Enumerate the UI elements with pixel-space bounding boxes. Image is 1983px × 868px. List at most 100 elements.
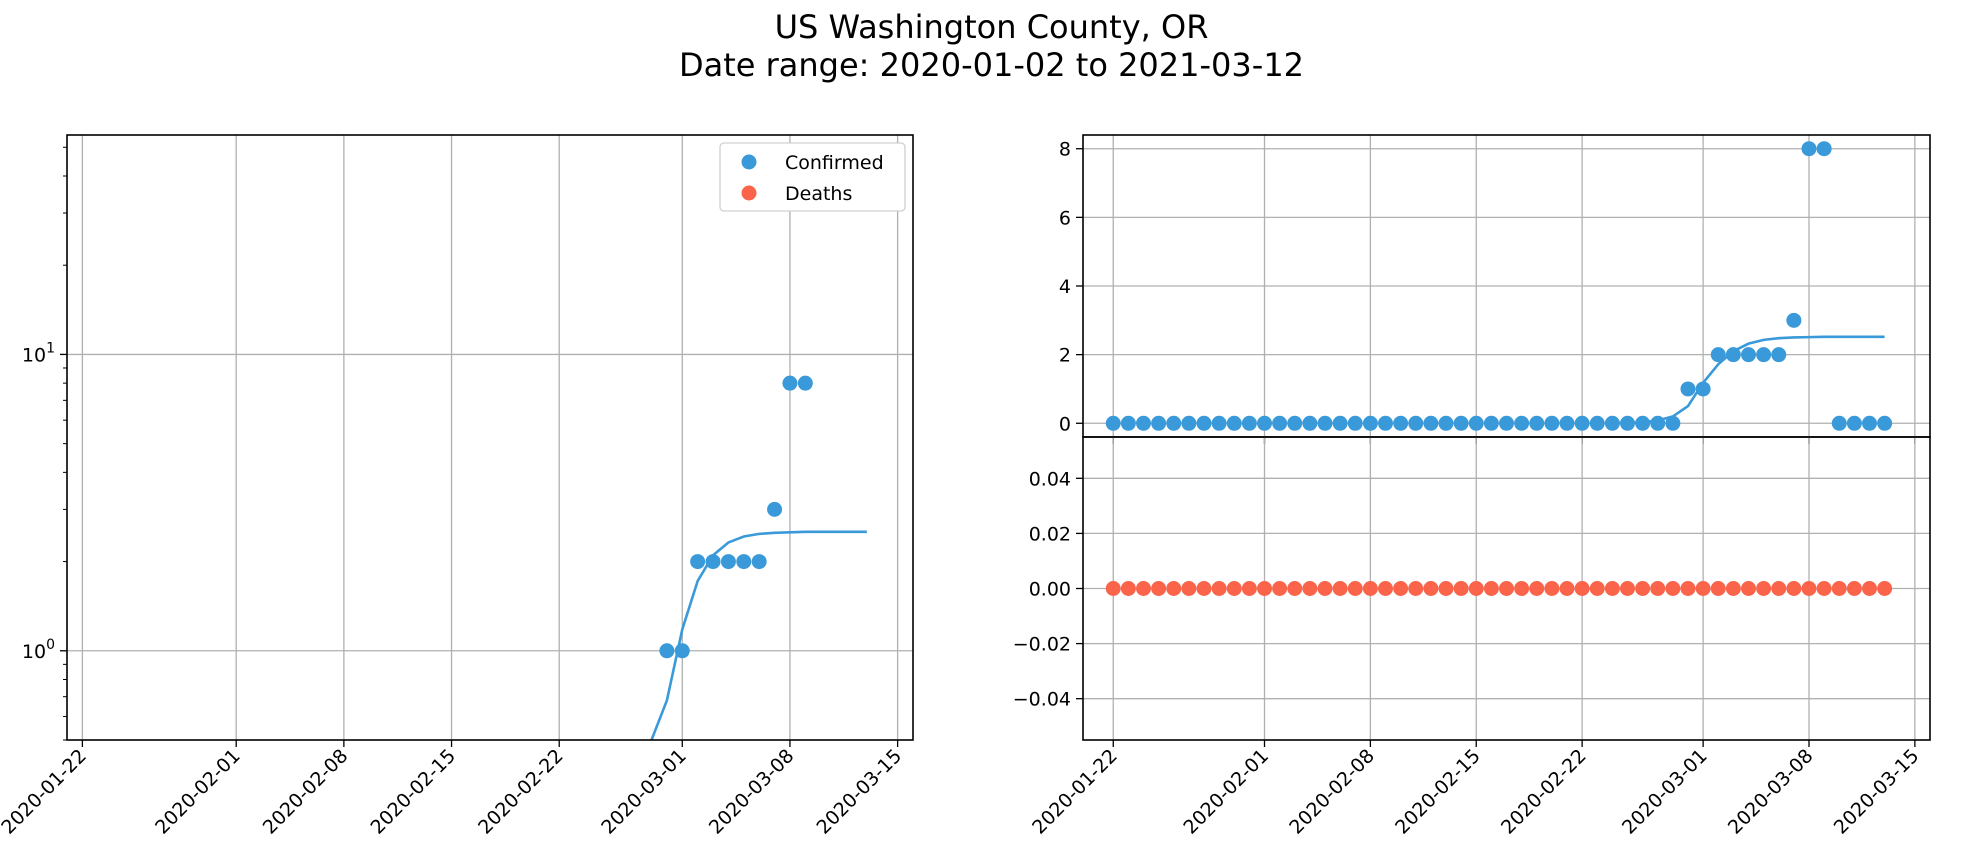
rb-deaths-point xyxy=(1332,581,1348,596)
rb-deaths-point xyxy=(1241,581,1257,596)
rb-deaths-point xyxy=(1468,581,1484,596)
rt-confirmed-point xyxy=(1680,381,1696,397)
left-x-tick-label: 2020-02-01 xyxy=(151,745,245,839)
rt-confirmed-point xyxy=(1650,415,1666,431)
left-x-tick-label: 2020-02-22 xyxy=(474,745,568,839)
rt-confirmed-point xyxy=(1211,415,1227,431)
rb-deaths-point xyxy=(1378,581,1393,596)
rt-confirmed-point xyxy=(1604,415,1620,431)
rt-confirmed-point xyxy=(1241,415,1257,431)
rb-deaths-point xyxy=(1771,581,1787,596)
right-top-confirmed-chart: 0 2 4 6 8 xyxy=(1059,134,1931,444)
rt-confirmed-point xyxy=(1741,347,1756,363)
rb-deaths-point xyxy=(1650,581,1666,596)
rb-deaths-point xyxy=(1604,581,1620,596)
rt-confirmed-point xyxy=(1332,415,1348,431)
rt-confirmed-point xyxy=(1272,415,1288,431)
rt-confirmed-point xyxy=(1877,415,1893,431)
left-x-tick-label: 2020-03-01 xyxy=(597,745,691,839)
left-confirmed-point xyxy=(690,554,706,570)
rt-confirmed-point xyxy=(1257,415,1272,431)
left-x-tick-label: 2020-03-15 xyxy=(813,745,907,839)
rb-deaths-point xyxy=(1211,581,1227,596)
rb-deaths-point xyxy=(1226,581,1242,596)
left-confirmed-point xyxy=(674,643,690,659)
rt-confirmed-point xyxy=(1151,415,1167,431)
rt-confirmed-point xyxy=(1816,141,1832,157)
left-x-tick-label: 2020-03-08 xyxy=(705,745,799,839)
rt-confirmed-point xyxy=(1347,415,1363,431)
rb-deaths-point xyxy=(1347,581,1363,596)
rt-confirmed-point xyxy=(1453,415,1469,431)
left-confirmed-point xyxy=(751,554,767,570)
figure-title: US Washington County, OR xyxy=(774,8,1209,46)
rt-confirmed-point xyxy=(1771,347,1787,363)
left-axes-frame xyxy=(66,134,914,741)
legend-label: Confirmed xyxy=(785,152,884,174)
rt-confirmed-point xyxy=(1378,415,1393,431)
rt-confirmed-point xyxy=(1756,347,1772,363)
rt-confirmed-point xyxy=(1514,415,1530,431)
rb-deaths-point xyxy=(1514,581,1530,596)
rt-confirmed-point xyxy=(1302,415,1318,431)
rb-deaths-point xyxy=(1635,581,1651,596)
rb-deaths-point xyxy=(1846,581,1862,596)
rt-y-tick-label: 8 xyxy=(1059,139,1071,161)
rt-confirmed-point xyxy=(1483,415,1499,431)
rb-deaths-point xyxy=(1589,581,1605,596)
rb-x-tick-label: 2020-01-22 xyxy=(1028,745,1122,839)
rb-y-tick-label: −0.02 xyxy=(1013,634,1071,656)
rb-y-tick-label: −0.04 xyxy=(1013,689,1071,711)
left-y-tick-base: 10 xyxy=(22,344,46,366)
rt-confirmed-point xyxy=(1287,415,1303,431)
rb-deaths-point xyxy=(1453,581,1469,596)
rb-deaths-point xyxy=(1695,581,1711,596)
rt-confirmed-point xyxy=(1362,415,1378,431)
rb-x-tick-label: 2020-02-22 xyxy=(1497,745,1591,839)
rb-deaths-point xyxy=(1665,581,1681,596)
rt-confirmed-point xyxy=(1120,415,1136,431)
rb-deaths-point xyxy=(1862,581,1877,596)
left-fit-line xyxy=(650,530,867,740)
left-x-tick-label: 2020-02-08 xyxy=(259,745,353,839)
rt-confirmed-point xyxy=(1665,415,1681,431)
rb-deaths-point xyxy=(1801,581,1817,596)
rb-deaths-point xyxy=(1302,581,1318,596)
rb-deaths-point xyxy=(1196,581,1212,596)
rb-x-tick-label: 2020-02-01 xyxy=(1179,745,1273,839)
left-y-tick-label: 101 xyxy=(22,340,55,366)
rt-y-tick-label: 4 xyxy=(1059,276,1071,298)
rt-confirmed-point xyxy=(1544,415,1560,431)
rb-deaths-point xyxy=(1786,581,1802,596)
rt-confirmed-point xyxy=(1801,141,1817,157)
rb-deaths-point xyxy=(1741,581,1756,596)
legend-label: Deaths xyxy=(785,183,852,205)
rb-deaths-point xyxy=(1680,581,1696,596)
rb-deaths-point xyxy=(1105,581,1121,596)
rb-deaths-point xyxy=(1710,581,1726,596)
rb-deaths-point xyxy=(1362,581,1378,596)
left-y-tick-base: 10 xyxy=(22,641,46,663)
legend-box xyxy=(719,142,906,212)
rt-confirmed-point xyxy=(1196,415,1212,431)
rt-confirmed-point xyxy=(1574,415,1590,431)
rt-confirmed-point xyxy=(1408,415,1424,431)
rb-deaths-point xyxy=(1483,581,1499,596)
figure-subtitle: Date range: 2020-01-02 to 2021-03-12 xyxy=(678,46,1305,84)
rb-deaths-point xyxy=(1120,581,1136,596)
left-log-chart: 2020-01-22 2020-02-01 2020-02-08 2020-02-15… xyxy=(0,134,914,839)
left-y-tick-exponent: 1 xyxy=(46,340,55,356)
rt-confirmed-point xyxy=(1710,347,1726,363)
rt-confirmed-point xyxy=(1559,415,1575,431)
rb-deaths-point xyxy=(1317,581,1333,596)
rb-deaths-point xyxy=(1544,581,1560,596)
rt-confirmed-point xyxy=(1529,415,1545,431)
left-confirmed-point xyxy=(797,375,813,391)
left-y-tick-exponent: 0 xyxy=(46,637,55,653)
rt-y-tick-label: 2 xyxy=(1059,345,1071,367)
rt-confirmed-point xyxy=(1620,415,1635,431)
rb-deaths-point xyxy=(1287,581,1303,596)
rt-y-tick-label: 6 xyxy=(1059,207,1071,229)
rt-confirmed-point xyxy=(1635,415,1651,431)
rb-deaths-point xyxy=(1877,581,1893,596)
